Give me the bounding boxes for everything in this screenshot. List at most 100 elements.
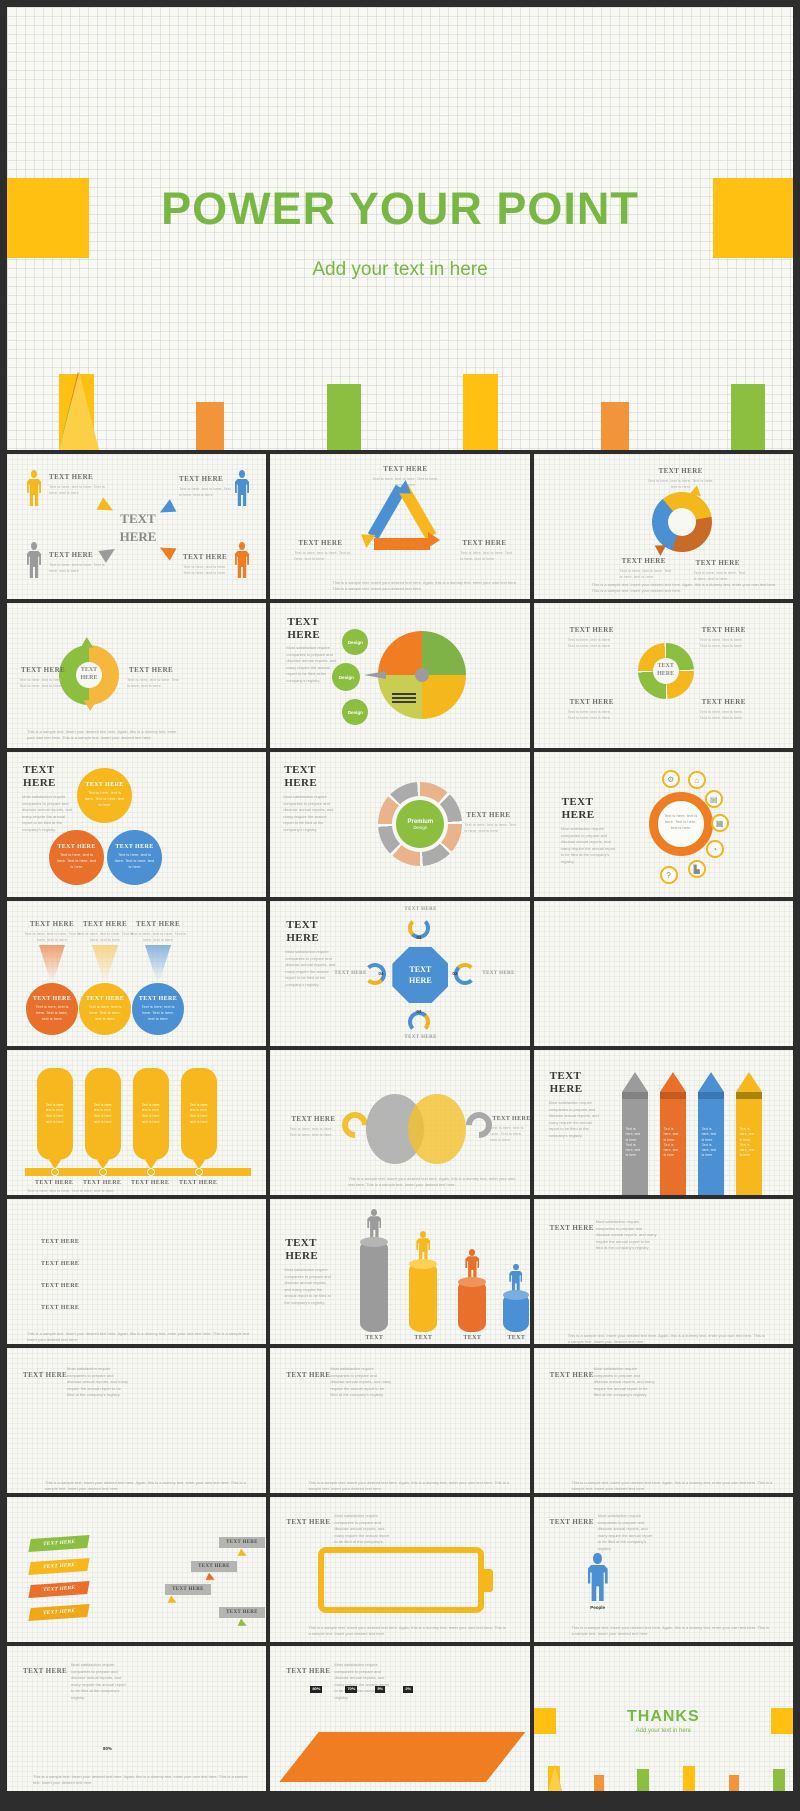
chip-arrow-yellow — [237, 1548, 249, 1560]
funnel-circle-yellow: TEXT HERE Text is here, text is here. Te… — [79, 983, 131, 1035]
body-text: Most satisfaction require companies to p… — [284, 1267, 331, 1305]
circle-label: TEXT HERE — [57, 844, 96, 850]
percent-badge: 70% — [345, 1686, 358, 1693]
slide-17-person-cylinders[interactable]: TEXT HERE Most satisfaction require comp… — [270, 1199, 530, 1344]
slide-20-text-layout[interactable]: TEXT HERE Most satisfaction require comp… — [270, 1348, 530, 1493]
battery-terminal — [484, 1569, 494, 1592]
slide-7-three-circles[interactable]: TEXT HERE Most satisfaction require comp… — [7, 752, 267, 897]
slide-1-people-arrows[interactable]: TEXT HERE Text is here, text is here. Te… — [7, 454, 267, 599]
gear-glyph: ⚙ — [667, 774, 675, 784]
cylinder-label: TEXT — [414, 1335, 433, 1341]
person-icon-gray — [27, 542, 41, 578]
speech-pill: Text is here, text is here. Text is here… — [133, 1068, 169, 1160]
pill-tail — [145, 1160, 157, 1169]
slide-3-cycle-ring[interactable]: TEXT HERE Text is here, text is here. Te… — [533, 454, 793, 599]
pencil-gray: Text is here, text is here. Text is here… — [621, 1072, 648, 1195]
premium-label-line2: Design — [413, 824, 428, 830]
person-icon-orange — [235, 542, 249, 578]
pencil-text: Text is here, text is here. Text is here… — [663, 1127, 679, 1158]
text-here-label: TEXT HERE — [129, 666, 174, 674]
text-here-label: TEXT HERE — [35, 1180, 74, 1186]
pencil-blue: Text is here, text is here. Text is here… — [697, 1072, 724, 1195]
slide-5-design-bubbles-pie[interactable]: TEXT HERE Most satisfaction require comp… — [270, 603, 530, 748]
slide-24-people-icon[interactable]: TEXT HERE Most satisfaction require comp… — [533, 1497, 793, 1642]
slide-26-parallelogram[interactable]: TEXT HERE Most satisfaction require comp… — [270, 1646, 530, 1791]
slide-19-text-layout[interactable]: TEXT HERE Most satisfaction require comp… — [7, 1348, 267, 1493]
sample-text: This is a sample text. Insert your desir… — [27, 729, 177, 741]
slide-title-line2: HERE — [285, 1250, 319, 1262]
slide-11-octagon-arrows[interactable]: TEXT HERE Most satisfaction require comp… — [270, 901, 530, 1046]
slide-27-thanks[interactable]: THANKS Add your text in here — [533, 1646, 793, 1791]
slide-title-line2: HERE — [23, 777, 56, 789]
snippet-text: Text is here, text is here. Text is here… — [19, 677, 63, 688]
person-icon-blue — [235, 470, 249, 506]
sample-text: This is a sample text. Insert your desir… — [308, 1480, 510, 1492]
design-bubble-label: Design — [347, 639, 363, 645]
briefcase-icon: ▤ — [704, 790, 723, 808]
text-here-label: TEXT HERE — [298, 539, 343, 547]
slide-21-text-layout[interactable]: TEXT HERE Most satisfaction require comp… — [533, 1348, 793, 1493]
ring-inner-text: Text is here, text is here. Text is here… — [664, 813, 698, 830]
circle-label: TEXT HERE — [138, 996, 178, 1002]
orange-parallelogram — [279, 1732, 526, 1782]
orange-bar — [729, 1775, 740, 1791]
text-here-label: TEXT HERE — [482, 971, 515, 976]
yellow-square-left — [533, 1708, 556, 1734]
body-text: Most satisfaction require companies to p… — [283, 794, 334, 832]
thanks-subtitle: Add your text in here — [635, 1728, 692, 1734]
design-bubble-label: Design — [347, 709, 363, 715]
snippet-text: Text is here, text is here. Text is here… — [460, 550, 513, 561]
pie-pointer — [364, 671, 387, 679]
text-here-label: TEXT HERE — [492, 1116, 530, 1122]
claw-arrow-bottom — [408, 1011, 431, 1033]
circle-orange: TEXT HERE Text is here, text is here. Te… — [49, 830, 104, 885]
text-here-label: TEXT HERE — [334, 971, 367, 976]
slide-14-venn-ellipses[interactable]: TEXT HERE Text is here, text is here. Te… — [270, 1050, 530, 1195]
home-glyph: ⌂ — [694, 775, 700, 785]
circle-blue: TEXT HERE Text is here, text is here. Te… — [107, 830, 162, 885]
slide-25-text-percent[interactable]: TEXT HERE Most satisfaction require comp… — [7, 1646, 267, 1791]
pencil-body: Text is here, text is here. Text is here… — [659, 1099, 686, 1195]
slide-22-ribbons-chips[interactable]: TEXT HERE TEXT HERE TEXT HERE TEXT HERE … — [7, 1497, 267, 1642]
slide-18-text-layout[interactable]: TEXT HERE Most satisfaction require comp… — [533, 1199, 793, 1344]
snippet-text: Text is here, text is here. Text is here… — [699, 637, 744, 648]
recycle-arrowhead — [428, 532, 441, 548]
slide-12-blank[interactable] — [533, 901, 793, 1046]
slide-15-pencils[interactable]: TEXT HERE Most satisfaction require comp… — [533, 1050, 793, 1195]
snippet-text: Text is here, text is here. Text is here… — [49, 484, 105, 495]
data-row — [392, 697, 417, 699]
center-text-line1: TEXT — [80, 667, 98, 674]
ring-center-text: TEXT HERE — [638, 643, 694, 699]
circle-snippet: Text is here, text is here. Text is here… — [56, 851, 97, 869]
slide-13-speech-pills[interactable]: Text is here, text is here. Text is here… — [7, 1050, 267, 1195]
center-text: TEXT HERE — [103, 510, 173, 545]
pill-text: Text is here, text is here. Text is here… — [45, 1102, 65, 1124]
cylinder-label: TEXT — [463, 1335, 482, 1341]
ribbon-amber: TEXT HERE — [28, 1603, 90, 1622]
ribbon-green: TEXT HERE — [28, 1534, 90, 1553]
premium-label-line1: Premium — [407, 818, 434, 825]
funnel-orange — [39, 945, 65, 981]
design-bubble-label: Design — [338, 674, 354, 680]
circle-snippet: Text is here, text is here. Text is here… — [84, 789, 125, 807]
circle-label: TEXT HERE — [32, 996, 72, 1002]
slide-8-segmented-donut[interactable]: TEXT HERE Most satisfaction require comp… — [270, 752, 530, 897]
text-here-label: TEXT HERE — [701, 626, 746, 634]
slide-10-funnel-circles[interactable]: TEXT HERE Text is here, text is here. Te… — [7, 901, 267, 1046]
slide-9-ring-icons[interactable]: TEXT HERE Most satisfaction require comp… — [533, 752, 793, 897]
text-here-label: TEXT HERE — [658, 467, 703, 475]
sample-text: This is a sample text. Insert your desir… — [27, 1331, 251, 1343]
speech-pill: Text is here, text is here. Text is here… — [37, 1068, 73, 1160]
slide-6-cycle-4-ring[interactable]: TEXT HERE Text is here, text is here. Te… — [533, 603, 793, 748]
slide-4-donut-cycle[interactable]: TEXT HERE TEXT HERE Text is here, text i… — [7, 603, 267, 748]
cycle-ring-4: TEXT HERE — [637, 643, 694, 699]
hero-title-slide[interactable]: POWER YOUR POINT Add your text in here — [7, 7, 793, 450]
funnel-circle-blue: TEXT HERE Text is here, text is here. Te… — [132, 983, 184, 1035]
body-text: Most satisfaction require companies to p… — [548, 1100, 599, 1138]
slide-23-battery[interactable]: TEXT HERE Most satisfaction require comp… — [270, 1497, 530, 1642]
slide-2-recycle-triangle[interactable]: TEXT HERE Text is here, text is here. Te… — [270, 454, 530, 599]
body-text: Most satisfaction require companies to p… — [595, 1219, 657, 1251]
slide-16-text-list[interactable]: TEXT HERE TEXT HERE TEXT HERE TEXT HERE … — [7, 1199, 267, 1344]
thanks-shape-strip — [534, 1763, 793, 1791]
cylinder-gray — [360, 1237, 389, 1332]
